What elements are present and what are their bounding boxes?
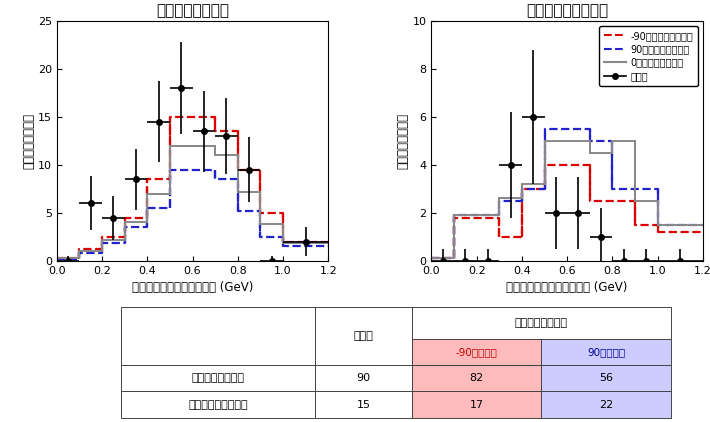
Bar <box>121 307 315 365</box>
Bar <box>121 365 315 392</box>
Text: 90: 90 <box>356 373 371 383</box>
Text: -90度の場合: -90度の場合 <box>456 347 498 357</box>
Bar <box>542 365 671 392</box>
Text: 観測数: 観測数 <box>354 331 373 341</box>
X-axis label: ニュートリノのエネルギー (GeV): ニュートリノのエネルギー (GeV) <box>506 281 628 294</box>
Bar <box>542 392 671 418</box>
Title: 反電子ニュートリノ: 反電子ニュートリノ <box>526 3 608 19</box>
Bar <box>413 307 671 339</box>
Bar <box>542 339 671 365</box>
Text: 電子ニュートリノ: 電子ニュートリノ <box>192 373 245 383</box>
Bar <box>315 307 413 365</box>
Text: 17: 17 <box>470 400 484 410</box>
Text: 56: 56 <box>599 373 613 383</box>
Text: 82: 82 <box>469 373 484 383</box>
Text: 90度の場合: 90度の場合 <box>587 347 625 357</box>
Legend: -90度での予想観測数, 90度での予測観測数, 0度での予測観測数, 観測数: -90度での予想観測数, 90度での予測観測数, 0度での予測観測数, 観測数 <box>599 26 698 86</box>
Text: 反電子ニュートリノ: 反電子ニュートリノ <box>189 400 248 410</box>
Bar <box>315 365 413 392</box>
Bar <box>413 392 542 418</box>
X-axis label: ニュートリノのエネルギー (GeV): ニュートリノのエネルギー (GeV) <box>132 281 253 294</box>
Bar <box>413 365 542 392</box>
Y-axis label: ニュートリノの数: ニュートリノの数 <box>397 113 410 169</box>
Bar <box>315 392 413 418</box>
Text: 22: 22 <box>599 400 613 410</box>
Bar <box>413 339 542 365</box>
Bar <box>121 392 315 418</box>
Text: 15: 15 <box>356 400 371 410</box>
Y-axis label: ニュートリノの数: ニュートリノの数 <box>22 113 35 169</box>
Title: 電子ニュートリノ: 電子ニュートリノ <box>156 3 229 19</box>
Text: 予測される観測数: 予測される観測数 <box>515 318 568 328</box>
